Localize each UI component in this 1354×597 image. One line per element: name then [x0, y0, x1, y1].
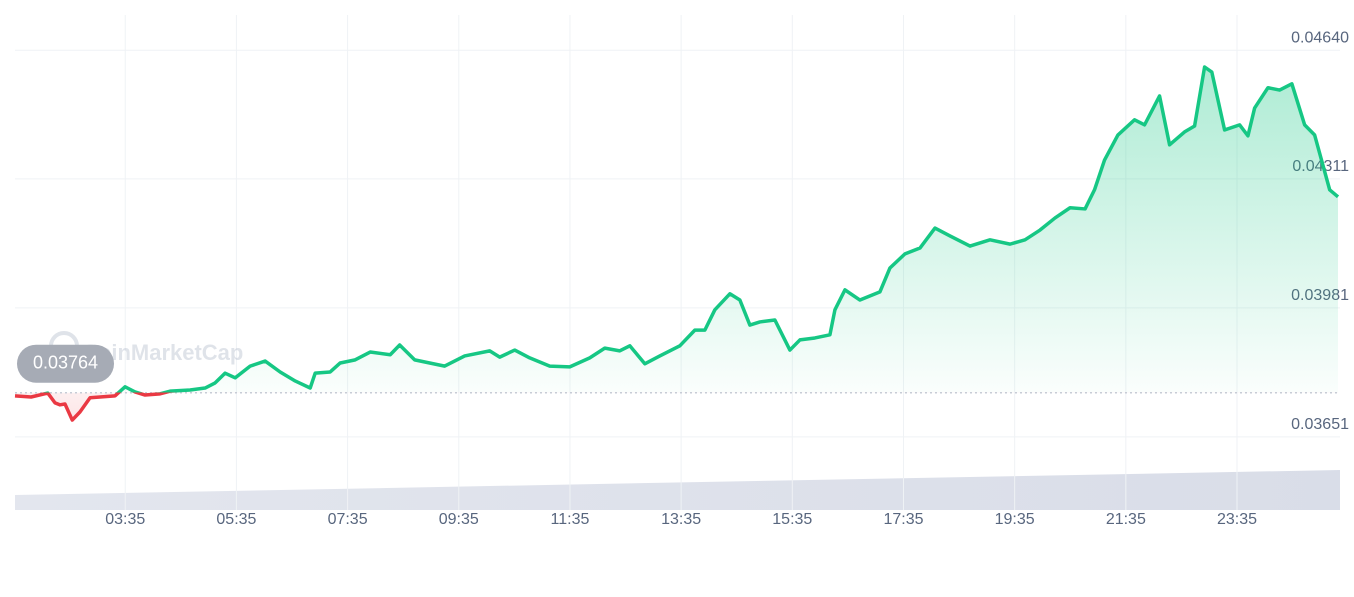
x-tick-label: 13:35 — [661, 511, 701, 528]
reference-badge-label: 0.03764 — [33, 352, 98, 372]
x-tick-label: 23:35 — [1217, 511, 1257, 528]
y-tick-label: 0.03651 — [1291, 416, 1349, 433]
x-tick-label: 15:35 — [772, 511, 812, 528]
volume-strip — [15, 470, 1340, 510]
reference-badge — [17, 344, 114, 383]
x-tick-label: 03:35 — [105, 511, 145, 528]
price-line — [14, 65, 1340, 422]
x-tick-label: 17:35 — [883, 511, 923, 528]
x-tick-label: 09:35 — [439, 511, 479, 528]
y-tick-label: 0.04640 — [1291, 29, 1349, 46]
x-tick-label: 05:35 — [216, 511, 256, 528]
x-tick-label: 21:35 — [1106, 511, 1146, 528]
x-tick-label: 07:35 — [328, 511, 368, 528]
x-tick-label: 11:35 — [551, 511, 590, 528]
x-tick-label: 19:35 — [995, 511, 1035, 528]
price-area — [15, 67, 1338, 421]
